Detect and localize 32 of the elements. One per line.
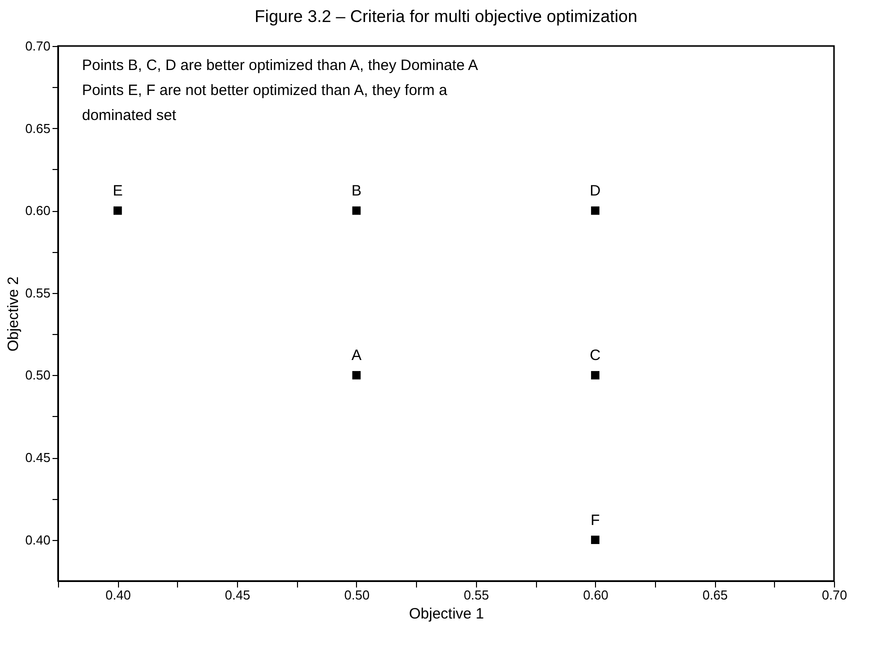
annotation: Points E, F are not better optimized than A, they form a xyxy=(82,82,448,99)
y-tick-label: 0.50 xyxy=(25,368,50,383)
annotation: B xyxy=(351,182,362,200)
x-tick-label: 0.45 xyxy=(224,588,250,602)
y-tick-label: 0.45 xyxy=(25,450,50,466)
annotation: A xyxy=(351,347,362,364)
x-tick-label: 0.55 xyxy=(464,588,489,602)
annotation: Points B, C, D are better optimized than A, they Dominate A xyxy=(82,57,478,74)
y-axis-title: Objective 2 xyxy=(5,276,22,352)
annotation: C xyxy=(590,347,601,364)
y-tick-label: 0.40 xyxy=(25,532,50,548)
y-tick-label: 0.65 xyxy=(25,120,50,136)
point xyxy=(352,206,361,215)
chart-title: Figure 3.2 – Criteria for multi objective optimization xyxy=(254,7,638,26)
annotation: D xyxy=(590,182,601,200)
x-tick-label: 0.40 xyxy=(106,588,131,602)
point xyxy=(114,206,122,215)
annotation: E xyxy=(112,182,123,200)
x-tick-label: 0.70 xyxy=(822,588,848,602)
x-axis-title: Objective 1 xyxy=(408,606,484,622)
x-tick-label: 0.50 xyxy=(344,588,370,602)
annotation: F xyxy=(590,512,600,529)
x-tick-label: 0.60 xyxy=(583,588,608,602)
x-tick-label: 0.65 xyxy=(702,588,728,602)
point xyxy=(591,371,600,380)
point xyxy=(352,371,361,380)
y-tick-label: 0.55 xyxy=(25,285,50,300)
y-tick-label: 0.70 xyxy=(25,38,50,54)
y-tick-label: 0.60 xyxy=(25,203,50,218)
annotation: dominated set xyxy=(82,107,178,124)
point xyxy=(591,536,600,544)
point xyxy=(591,206,600,215)
